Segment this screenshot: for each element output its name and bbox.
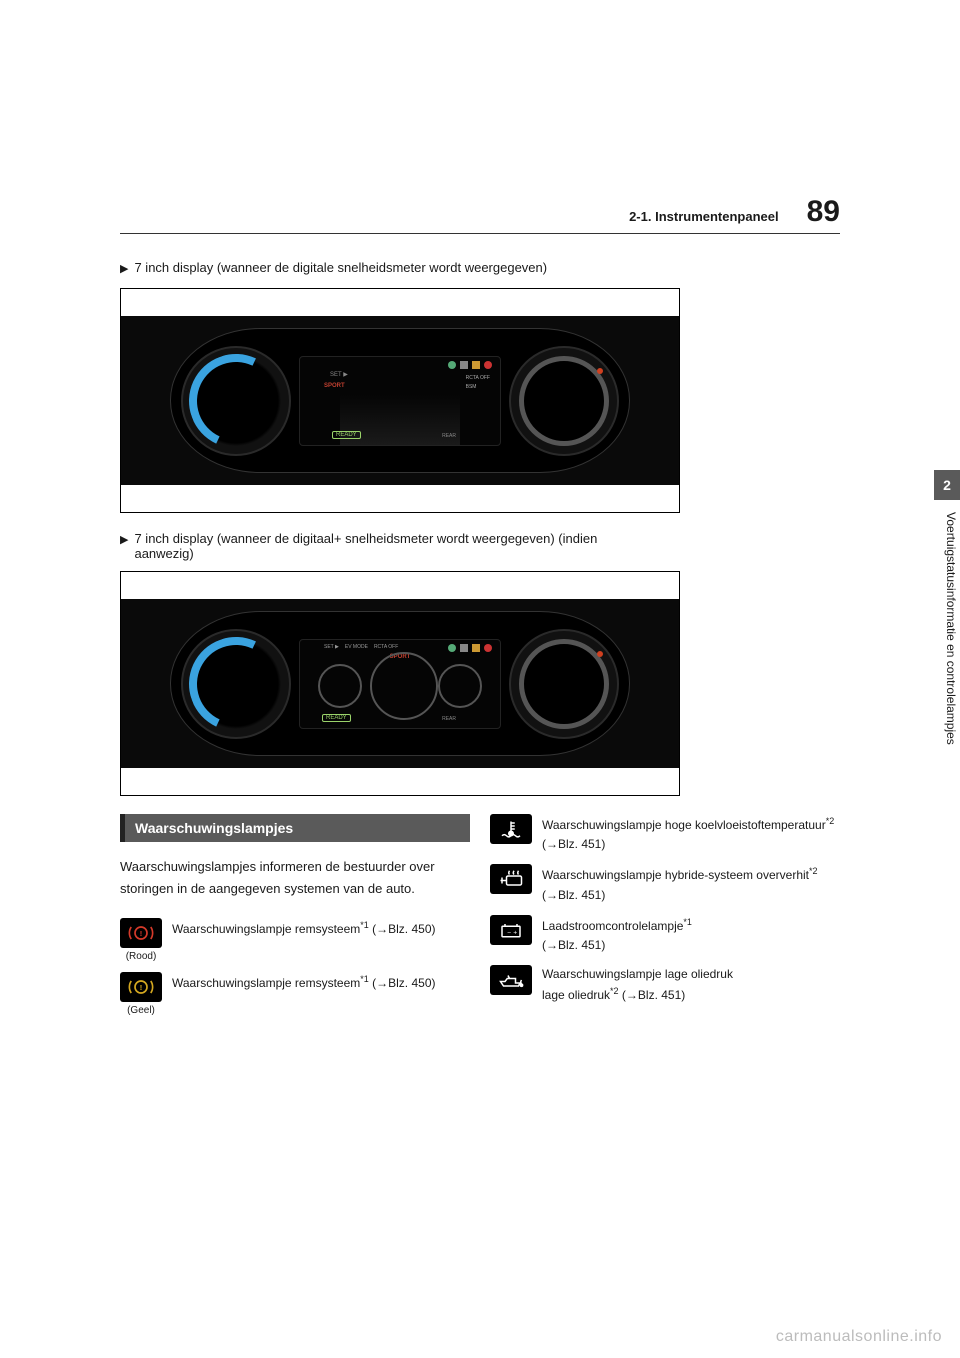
caption-line1: 7 inch display (wanneer de digitaal+ sne… [134,531,597,546]
figure1-caption: ▶ 7 inch display (wanneer de digitale sn… [120,260,840,278]
set-label: SET ▶ [324,644,339,650]
rear-indicator: REAR [442,716,456,722]
warn-sup: *1 [360,974,369,984]
warning-row: Waarschuwingslampje hybride-systeem over… [490,864,840,904]
left-gauge [181,346,291,456]
instrument-cluster-1: SET ▶ SPORT READY REAR RCTA OFF BSM [170,328,630,473]
warn-ref: (→Blz. 450) [369,976,436,990]
ev-mode-label: EV MODE [345,644,368,650]
warning-icon-wrap: −+ [490,915,532,945]
warn-label: Waarschuwingslampje lage oliedruk [542,967,733,981]
rcta-label: RCTA OFF [374,644,398,650]
svg-text:!: ! [140,983,143,992]
warning-text: Laadstroomcontrolelampje*1 (→Blz. 451) [542,915,692,955]
warn-sup: *2 [610,986,619,996]
warning-row: Waarschuwingslampje hoge koelvloeistofte… [490,814,840,854]
warnings-columns: Waarschuwingslampjes Waarschuwingslampje… [120,814,840,1026]
left-column: Waarschuwingslampjes Waarschuwingslampje… [120,814,470,1026]
right-gauge [509,346,619,456]
caption-text: 7 inch display (wanneer de digitaal+ sne… [134,531,597,561]
left-ring [318,664,362,708]
warning-row: −+ Laadstroomcontrolelampje*1 (→Blz. 451… [490,915,840,955]
svg-text:−: − [507,929,511,936]
caption-text: 7 inch display (wanneer de digitale snel… [134,260,547,275]
coolant-temp-icon [490,814,532,844]
warn-label: Waarschuwingslampje remsysteem [172,976,360,990]
page-content: 2-1. Instrumentenpaneel 89 ▶ 7 inch disp… [120,195,840,1026]
warning-icon-wrap [490,864,532,894]
warning-text: Waarschuwingslampje hoge koelvloeistofte… [542,814,834,854]
figure2: SET ▶ EV MODE RCTA OFF SPORT READY REAR [120,571,680,796]
center-display-2: SET ▶ EV MODE RCTA OFF SPORT READY REAR [299,639,501,729]
warnings-intro: Waarschuwingslampjes informeren de bestu… [120,856,470,900]
instrument-cluster-2: SET ▶ EV MODE RCTA OFF SPORT READY REAR [170,611,630,756]
warning-icon-wrap [490,814,532,844]
bullet-marker: ▶ [120,260,128,278]
warn-ref: (→Blz. 450) [369,922,436,936]
set-indicator: SET ▶ [330,371,348,378]
rcta-label: RCTA OFF [466,375,490,381]
ready-indicator: READY [322,714,351,722]
chapter-label: Voertuigstatusinformatie en controlelamp… [944,512,958,745]
top-icons [448,361,492,369]
center-ring [370,652,438,720]
icon-caption: (Rood) [126,951,157,962]
warning-text: Waarschuwingslampje lage oliedruklage ol… [542,965,733,1005]
warning-row: Waarschuwingslampje lage oliedruklage ol… [490,965,840,1005]
page-header: 2-1. Instrumentenpaneel 89 [120,195,840,234]
watermark: carmanualsonline.info [776,1328,942,1346]
bullet-marker: ▶ [120,531,128,549]
right-column: Waarschuwingslampje hoge koelvloeistofte… [490,814,840,1026]
warning-icon-wrap [490,965,532,995]
warn-ref: (→Blz. 451) [619,988,686,1002]
icon-caption: (Geel) [127,1005,155,1016]
svg-text:+: + [513,929,517,936]
right-gauge [509,629,619,739]
right-ring [438,664,482,708]
figure1: SET ▶ SPORT READY REAR RCTA OFF BSM [120,288,680,513]
chapter-tab: 2 [934,470,960,500]
warn-ref: (→Blz. 451) [542,938,605,952]
svg-text:!: ! [140,929,143,938]
page-number: 89 [807,195,840,229]
oil-pressure-icon [490,965,532,995]
right-indicators: RCTA OFF BSM [466,375,490,390]
warn-sup: *1 [683,917,692,927]
warning-icon-wrap: ! (Rood) [120,918,162,962]
top-icons [448,644,492,652]
warning-text: Waarschuwingslampje remsysteem*1 (→Blz. … [172,918,435,939]
warn-label: Waarschuwingslampje remsysteem [172,922,360,936]
warning-icon-wrap: ! (Geel) [120,972,162,1016]
warning-row: ! (Geel) Waarschuwingslampje remsysteem*… [120,972,470,1016]
figure2-caption: ▶ 7 inch display (wanneer de digitaal+ s… [120,531,840,561]
warn-sup: *1 [360,920,369,930]
left-gauge [181,629,291,739]
warn-ref: (→Blz. 451) [542,837,605,851]
warn-sup: *2 [826,816,835,826]
warning-row: ! (Rood) Waarschuwingslampje remsysteem*… [120,918,470,962]
caption-line2: aanwezig) [134,546,193,561]
section-label: 2-1. Instrumentenpaneel [629,209,779,224]
warning-text: Waarschuwingslampje remsysteem*1 (→Blz. … [172,972,435,993]
warn-label: Waarschuwingslampje hybride-systeem over… [542,868,809,882]
brake-warning-icon: ! [120,918,162,948]
ready-indicator: READY [332,431,361,439]
warning-text: Waarschuwingslampje hybride-systeem over… [542,864,840,904]
top-left-icons: SET ▶ EV MODE RCTA OFF [324,644,398,650]
warn-label: Waarschuwingslampje hoge koelvloeistofte… [542,818,826,832]
sport-indicator: SPORT [324,383,345,389]
hybrid-overheat-icon [490,864,532,894]
bsm-label: BSM [466,384,490,390]
warn-label: Laadstroomcontrolelampje [542,919,683,933]
warn-ref: (→Blz. 451) [542,888,605,902]
rear-indicator: REAR [442,433,456,439]
warn-sup: *2 [809,866,818,876]
warnings-heading: Waarschuwingslampjes [120,814,470,842]
battery-charge-icon: −+ [490,915,532,945]
brake-warning-icon: ! [120,972,162,1002]
center-display: SET ▶ SPORT READY REAR RCTA OFF BSM [299,356,501,446]
